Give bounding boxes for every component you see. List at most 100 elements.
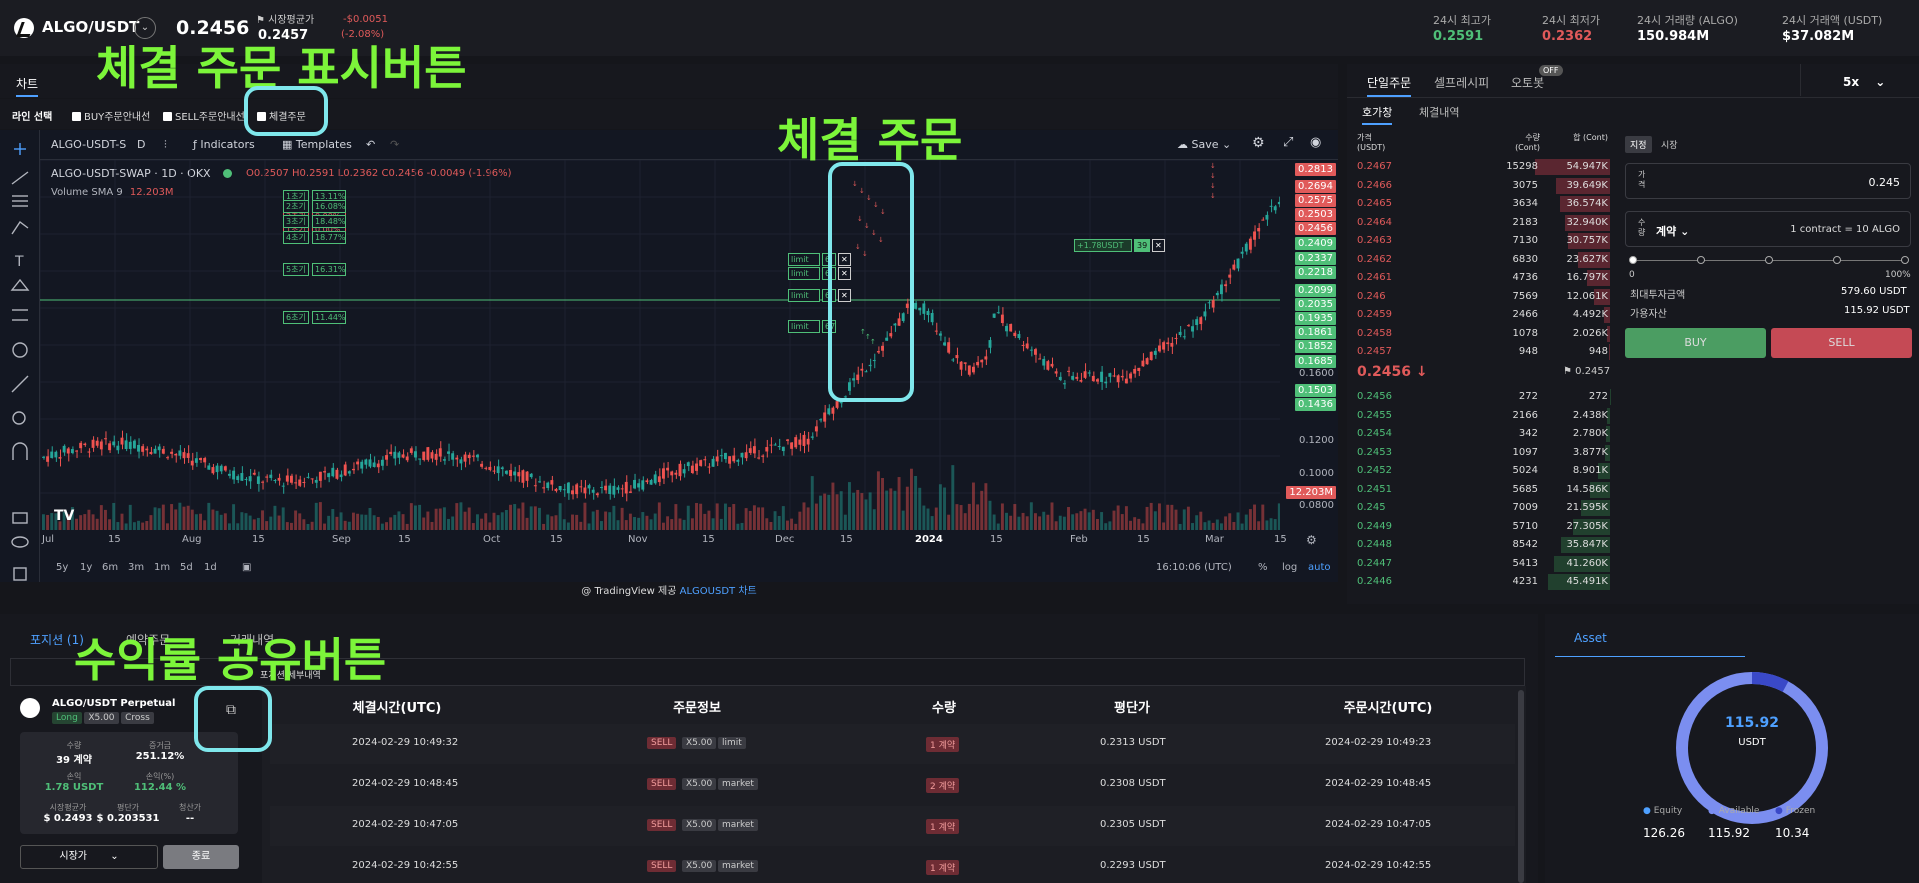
- cancel-order-icon[interactable]: ✕: [838, 267, 851, 280]
- volume-bar: [748, 510, 752, 530]
- volume-bar: [525, 517, 529, 530]
- ob-row[interactable]: 0.2446 4231 45.491K: [1357, 573, 1610, 591]
- ob-row[interactable]: 0.2464 2183 32.940K: [1357, 214, 1610, 232]
- ob-row[interactable]: 0.245 7009 21.595K: [1357, 499, 1610, 517]
- tab-orderbook[interactable]: 호가창: [1362, 104, 1393, 125]
- range-button[interactable]: 6m: [102, 562, 119, 573]
- buy-guide-checkbox[interactable]: BUY주문안내선: [72, 108, 150, 123]
- slider-tick[interactable]: [1833, 256, 1841, 264]
- tab-chart[interactable]: 차트: [16, 75, 39, 97]
- close-position-button[interactable]: 종료: [163, 845, 239, 869]
- volume-bar: [657, 502, 661, 530]
- buy-button[interactable]: BUY: [1625, 328, 1766, 358]
- indicators-button[interactable]: ƒ Indicators: [193, 138, 255, 151]
- ob-row[interactable]: 0.2451 5685 14.586K: [1357, 481, 1610, 499]
- slider-tick[interactable]: [1765, 256, 1773, 264]
- screenshot-icon[interactable]: ◉: [1310, 135, 1322, 150]
- range-button[interactable]: 3m: [128, 562, 145, 573]
- price-field[interactable]: 가격 0.245: [1625, 163, 1911, 199]
- depth-bar: [1607, 325, 1610, 342]
- ob-row[interactable]: 0.2461 4736 16.797K: [1357, 269, 1610, 287]
- limit-order-tag: limit: [788, 267, 820, 280]
- fullscreen-icon[interactable]: ⤢: [1283, 135, 1294, 150]
- close-position-icon[interactable]: ✕: [1152, 239, 1165, 252]
- card-stat-label: 증거금: [148, 741, 172, 750]
- leverage-select[interactable]: 5x ⌄: [1843, 75, 1886, 89]
- candle-body: [612, 485, 616, 495]
- cancel-order-icon[interactable]: ✕: [838, 289, 851, 302]
- filled-order-checkbox[interactable]: 체결주문: [257, 108, 306, 123]
- range-button[interactable]: 1y: [80, 562, 93, 573]
- volume-bar: [364, 514, 368, 530]
- volume-bar: [976, 504, 980, 530]
- ob-row[interactable]: 0.2456 272 272: [1357, 388, 1610, 406]
- ob-row[interactable]: 0.2458 1078 2.026K: [1357, 325, 1610, 343]
- ob-row[interactable]: 0.2449 5710 27.305K: [1357, 518, 1610, 536]
- auto-toggle[interactable]: auto: [1308, 562, 1331, 573]
- equity-value: 126.26: [1643, 826, 1685, 840]
- volume-bar: [595, 509, 599, 530]
- slider-tick[interactable]: [1629, 256, 1637, 264]
- position-qty-tag: 39: [1134, 239, 1150, 252]
- ob-row[interactable]: 0.2453 1097 3.877K: [1357, 444, 1610, 462]
- ob-row[interactable]: 0.246 7569 12.061K: [1357, 288, 1610, 306]
- ob-row[interactable]: 0.2452 5024 8.901K: [1357, 462, 1610, 480]
- ob-price: 0.246: [1357, 290, 1386, 302]
- ob-row[interactable]: 0.2465 3634 36.574K: [1357, 195, 1610, 213]
- tab-reserved[interactable]: 예약주문: [126, 633, 171, 647]
- volume-bar: [889, 488, 893, 530]
- slider-tick[interactable]: [1901, 256, 1909, 264]
- log-toggle[interactable]: log: [1282, 562, 1298, 573]
- qty-unit-select[interactable]: 계약 ⌄: [1656, 225, 1690, 238]
- range-button[interactable]: 5y: [56, 562, 69, 573]
- save-button[interactable]: ☁ Save ⌄: [1177, 138, 1232, 151]
- candle-body: [806, 438, 810, 445]
- fills-scrollbar[interactable]: [1518, 690, 1524, 883]
- tab-autobot[interactable]: 오토봇: [1511, 76, 1545, 90]
- ob-row[interactable]: 0.2454 342 2.780K: [1357, 425, 1610, 443]
- credit-link[interactable]: ALGOUSDT 차트: [679, 586, 757, 597]
- candle-body: [1211, 300, 1215, 308]
- interval-button[interactable]: D: [137, 138, 146, 151]
- chart-type-icon[interactable]: ⫶: [164, 138, 167, 151]
- percent-toggle[interactable]: %: [1258, 562, 1268, 573]
- ob-row[interactable]: 0.2447 5413 41.260K: [1357, 555, 1610, 573]
- order-type-market[interactable]: 시장: [1661, 141, 1678, 151]
- templates-button[interactable]: ▦ Templates: [282, 138, 352, 151]
- ob-row[interactable]: 0.2448 8542 35.847K: [1357, 536, 1610, 554]
- redo-icon[interactable]: ↷: [390, 138, 400, 151]
- range-button[interactable]: 1d: [204, 562, 217, 573]
- undo-icon[interactable]: ↶: [366, 138, 376, 151]
- share-pnl-icon[interactable]: ⧉: [226, 702, 236, 718]
- tab-self-recipe[interactable]: 셀프레시피: [1434, 76, 1490, 90]
- sell-guide-checkbox[interactable]: SELL주문안내선: [163, 108, 245, 123]
- sell-button[interactable]: SELL: [1771, 328, 1912, 358]
- order-type-limit[interactable]: 지정: [1625, 136, 1652, 153]
- symbol-search[interactable]: ALGO-USDT-S: [51, 138, 127, 151]
- ob-row[interactable]: 0.2463 7130 30.757K: [1357, 232, 1610, 250]
- tab-positions[interactable]: 포지션 (1): [30, 633, 84, 647]
- pair-dropdown-icon[interactable]: ⌄: [134, 17, 156, 39]
- ob-row[interactable]: 0.2457 948 948: [1357, 343, 1610, 361]
- candle-body: [438, 448, 442, 457]
- ob-row[interactable]: 0.2467 15298 54.947K: [1357, 158, 1610, 176]
- volume-bar: [1021, 512, 1025, 530]
- calendar-icon[interactable]: ▣: [242, 562, 252, 573]
- axis-settings-icon[interactable]: ⚙: [1306, 533, 1317, 547]
- settings-icon[interactable]: ⚙: [1252, 135, 1265, 151]
- ob-row[interactable]: 0.2455 2166 2.438K: [1357, 407, 1610, 425]
- candle-body: [488, 466, 492, 470]
- card-stat-label: 청산가: [178, 803, 202, 812]
- tab-trades[interactable]: 체결내역: [1419, 106, 1460, 119]
- range-button[interactable]: 1m: [154, 562, 171, 573]
- tab-history[interactable]: 거래내역: [230, 633, 275, 647]
- ob-row[interactable]: 0.2459 2466 4.492K: [1357, 306, 1610, 324]
- ob-row[interactable]: 0.2466 3075 39.649K: [1357, 177, 1610, 195]
- qty-field[interactable]: 수량 계약 ⌄ 1 contract = 10 ALGO: [1625, 211, 1911, 247]
- range-button[interactable]: 5d: [180, 562, 193, 573]
- tab-single-order[interactable]: 단일주문: [1367, 74, 1412, 97]
- ob-row[interactable]: 0.2462 6830 23.627K: [1357, 251, 1610, 269]
- slider-tick[interactable]: [1697, 256, 1705, 264]
- close-type-select[interactable]: 시장가 ⌄: [20, 845, 158, 869]
- cancel-order-icon[interactable]: ✕: [838, 253, 851, 266]
